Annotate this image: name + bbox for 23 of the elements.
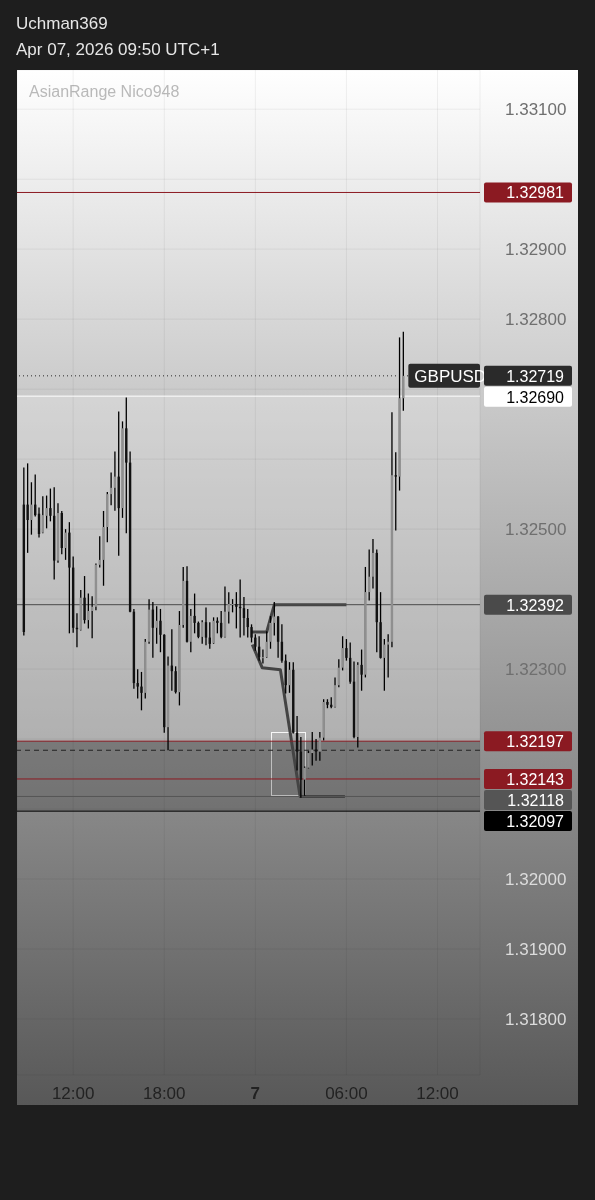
chart-subtitle: Apr 07, 2026 09:50 UTC+1 — [16, 40, 220, 60]
annotation: AsianRange Nico948 — [29, 83, 180, 101]
ref-line-label: 1.32981 — [506, 184, 565, 202]
x-tick-label: 7 — [250, 1084, 261, 1103]
y-tick-label: 1.32500 — [505, 520, 567, 540]
x-tick-label: 18:00 — [142, 1084, 186, 1103]
x-tick-label: 06:00 — [325, 1084, 368, 1103]
y-tick-label: 1.31800 — [505, 1010, 567, 1030]
x-tick-label: 12:00 — [416, 1084, 459, 1103]
y-tick-label: 1.33100 — [505, 100, 567, 120]
y-tick-label: 1.31900 — [505, 940, 567, 960]
ref-line-label: 1.32143 — [506, 770, 565, 788]
chart-title: Uchman369 — [16, 14, 108, 34]
ref-line-label: 1.32392 — [506, 596, 565, 614]
y-tick-label: 1.32000 — [505, 870, 567, 890]
ref-line-label: 1.32719 — [506, 367, 565, 385]
y-tick-label: 1.32800 — [505, 310, 567, 330]
y-tick-label: 1.32900 — [505, 240, 567, 260]
ref-line-label: 1.32197 — [506, 733, 565, 751]
ref-line-label: 1.32118 — [507, 791, 565, 809]
ref-line-label: 1.32097 — [506, 812, 565, 830]
ref-line-label: 1.32690 — [506, 388, 565, 406]
x-tick-label: 12:00 — [51, 1084, 95, 1103]
